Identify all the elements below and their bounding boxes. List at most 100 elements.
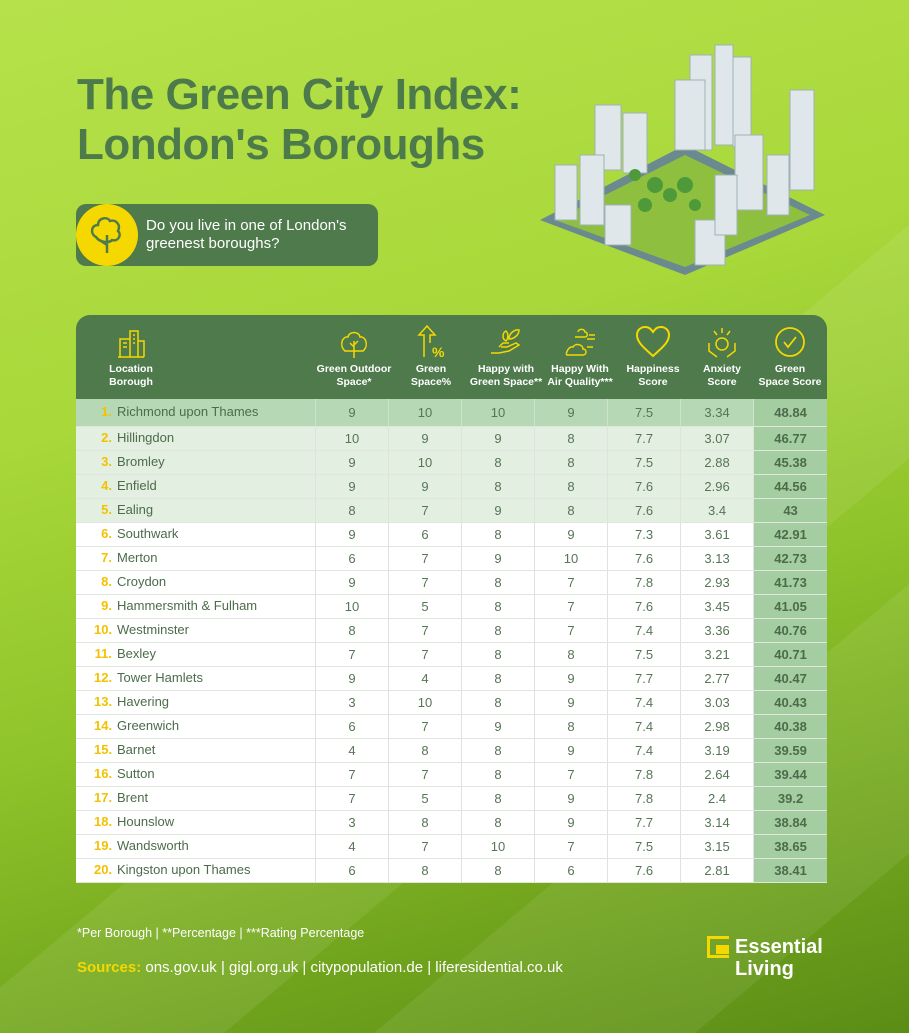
table-body: 1. Richmond upon Thames 9 10 10 9 7.5 3.34 48.84…: [76, 399, 828, 883]
cell-happiness-score: 7.5: [607, 835, 680, 858]
table-row: 6. Southwark 9 6 8 9 7.3 3.61 42.91: [76, 523, 828, 547]
cell-green-space-percent: 7: [387, 619, 461, 642]
table-row: 19. Wandsworth 4 7 10 7 7.5 3.15 38.65: [76, 835, 828, 859]
cell-happiness-score: 7.6: [607, 547, 680, 570]
cell-happy-air-quality: 9: [534, 811, 607, 834]
callout: Do you live in one of London's greenest b…: [76, 204, 378, 266]
cell-green-outdoor-space: 6: [314, 715, 388, 738]
table-row: 4. Enfield 9 9 8 8 7.6 2.96 44.56: [76, 475, 828, 499]
rank: 20.: [94, 862, 113, 877]
cell-green-outdoor-space: 10: [314, 595, 388, 618]
borough-name: 1. Richmond upon Thames: [76, 399, 315, 426]
essential-living-logo: Essential Living: [707, 936, 823, 980]
cell-green-space-score: 42.73: [753, 547, 828, 570]
header-green-space-score: Green Space Score: [753, 315, 827, 399]
cell-happy-air-quality: 7: [534, 571, 607, 594]
cell-happy-air-quality: 9: [534, 399, 607, 426]
borough-label: Havering: [117, 694, 170, 709]
table-row: 16. Sutton 7 7 8 7 7.8 2.64 39.44: [76, 763, 828, 787]
header-location: Location Borough: [76, 315, 186, 399]
rank: 3.: [101, 454, 112, 469]
cell-anxiety-score: 3.45: [680, 595, 753, 618]
rank: 10.: [94, 622, 113, 637]
cell-happy-air-quality: 7: [534, 595, 607, 618]
rank: 15.: [94, 742, 113, 757]
borough-label: Bexley: [117, 646, 157, 661]
header-green-space-percent: % Green Space%: [394, 315, 468, 399]
cell-green-space-percent: 8: [387, 811, 461, 834]
table-row: 3. Bromley 9 10 8 8 7.5 2.88 45.38: [76, 451, 828, 475]
boroughs-table: Location Borough Green Outdoor Space* % Gr…: [76, 315, 828, 883]
cell-green-space-score: 39.2: [753, 787, 828, 810]
rank: 18.: [94, 814, 113, 829]
cell-green-outdoor-space: 4: [314, 835, 388, 858]
cell-green-space-percent: 7: [387, 499, 461, 522]
cell-green-outdoor-space: 9: [314, 451, 388, 474]
cell-anxiety-score: 3.03: [680, 691, 753, 714]
cell-happy-air-quality: 9: [534, 739, 607, 762]
borough-label: Richmond upon Thames: [117, 404, 259, 419]
cell-happiness-score: 7.3: [607, 523, 680, 546]
buildings-icon: [118, 330, 145, 358]
cell-happy-air-quality: 7: [534, 763, 607, 786]
table-row: 12. Tower Hamlets 9 4 8 9 7.7 2.77 40.47: [76, 667, 828, 691]
cell-anxiety-score: 2.93: [680, 571, 753, 594]
cell-happiness-score: 7.4: [607, 691, 680, 714]
cell-happiness-score: 7.4: [607, 619, 680, 642]
borough-label: Hillingdon: [117, 430, 175, 445]
borough-name: 3. Bromley: [76, 451, 315, 474]
sources-label: Sources:: [77, 959, 142, 976]
cell-green-space-score: 39.59: [753, 739, 828, 762]
tree-icon: [340, 331, 368, 358]
cell-green-space-percent: 5: [387, 787, 461, 810]
cell-green-space-score: 38.84: [753, 811, 828, 834]
table-row: 18. Hounslow 3 8 8 9 7.7 3.14 38.84: [76, 811, 828, 835]
rank: 2.: [101, 430, 112, 445]
cell-happy-green-space: 9: [460, 427, 534, 450]
cell-green-space-score: 41.73: [753, 571, 828, 594]
cell-happiness-score: 7.5: [607, 451, 680, 474]
cell-happy-air-quality: 9: [534, 787, 607, 810]
cell-happy-green-space: 9: [460, 547, 534, 570]
cell-green-space-score: 40.71: [753, 643, 828, 666]
borough-label: Wandsworth: [117, 838, 189, 853]
cell-happiness-score: 7.8: [607, 571, 680, 594]
cell-happy-green-space: 8: [460, 859, 534, 882]
rank: 13.: [94, 694, 113, 709]
cell-green-space-percent: 7: [387, 571, 461, 594]
borough-label: Hounslow: [117, 814, 175, 829]
header-happy-air-quality: Happy With Air Quality***: [542, 315, 618, 399]
table-row: 20. Kingston upon Thames 6 8 8 6 7.6 2.81 38.41: [76, 859, 828, 883]
header-happy-green-space: Happy with Green Space**: [466, 315, 546, 399]
borough-name: 14. Greenwich: [76, 715, 315, 738]
borough-label: Southwark: [117, 526, 179, 541]
cell-happy-green-space: 8: [460, 763, 534, 786]
cell-green-outdoor-space: 7: [314, 763, 388, 786]
cell-anxiety-score: 2.77: [680, 667, 753, 690]
borough-label: Tower Hamlets: [117, 670, 203, 685]
cell-green-space-percent: 5: [387, 595, 461, 618]
cell-happiness-score: 7.6: [607, 499, 680, 522]
cell-happiness-score: 7.7: [607, 427, 680, 450]
cell-happiness-score: 7.8: [607, 787, 680, 810]
cell-green-space-score: 42.91: [753, 523, 828, 546]
cell-happy-air-quality: 6: [534, 859, 607, 882]
borough-label: Sutton: [117, 766, 155, 781]
borough-name: 17. Brent: [76, 787, 315, 810]
cell-anxiety-score: 2.4: [680, 787, 753, 810]
cell-anxiety-score: 3.07: [680, 427, 753, 450]
cell-green-space-percent: 7: [387, 643, 461, 666]
cell-happy-air-quality: 8: [534, 427, 607, 450]
cell-green-outdoor-space: 9: [314, 475, 388, 498]
borough-name: 5. Ealing: [76, 499, 315, 522]
cell-happy-green-space: 8: [460, 667, 534, 690]
cell-happy-green-space: 9: [460, 499, 534, 522]
cell-happy-air-quality: 8: [534, 643, 607, 666]
cell-green-space-score: 45.38: [753, 451, 828, 474]
borough-label: Westminster: [117, 622, 189, 637]
table-header: Location Borough Green Outdoor Space* % Gr…: [76, 315, 827, 399]
borough-label: Hammersmith & Fulham: [117, 598, 258, 613]
cell-anxiety-score: 3.4: [680, 499, 753, 522]
cell-green-space-score: 38.65: [753, 835, 828, 858]
cell-happy-green-space: 8: [460, 619, 534, 642]
